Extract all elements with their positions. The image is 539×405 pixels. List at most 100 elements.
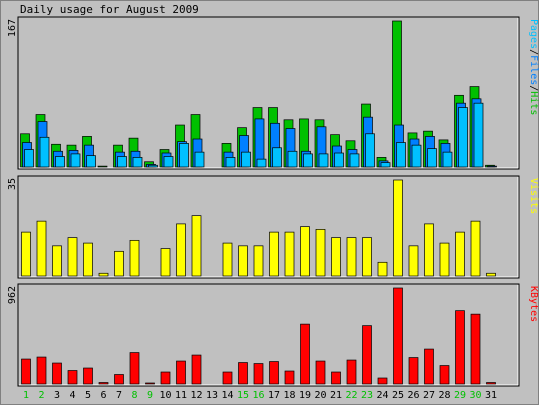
- visits-bar: [408, 245, 419, 277]
- pages-bar: [334, 152, 344, 168]
- day-label: 31: [485, 390, 497, 401]
- hits-bar: [97, 165, 108, 168]
- panel-frame: [17, 175, 520, 279]
- legend: KBytes: [528, 286, 539, 322]
- kbytes-bar: [315, 360, 326, 385]
- visits-bar: [129, 239, 140, 277]
- visits-bar: [470, 220, 481, 277]
- panel-hits_files_pages: [17, 16, 520, 170]
- day-label: 1: [23, 390, 29, 401]
- legend: Pages/Files/Hits: [528, 19, 539, 115]
- pages-bar: [241, 151, 251, 168]
- kbytes-bar: [145, 382, 155, 385]
- pages-bar: [117, 156, 127, 168]
- day-label: 2: [38, 390, 44, 401]
- day-label: 13: [206, 390, 218, 401]
- kbytes-bar: [300, 323, 310, 385]
- pages-bar: [365, 133, 375, 168]
- kbytes-bar: [362, 325, 372, 385]
- day-label: 10: [159, 390, 171, 401]
- kbytes-bar: [36, 356, 47, 385]
- day-label: 15: [237, 390, 249, 401]
- day-label: 16: [252, 390, 264, 401]
- kbytes-bar: [470, 313, 481, 385]
- kbytes-bar: [408, 357, 419, 385]
- kbytes-bar: [21, 358, 31, 385]
- max-value-label: 35: [7, 178, 18, 190]
- pages-bar: [272, 147, 282, 168]
- kbytes-bar: [424, 348, 434, 385]
- pages-bar: [194, 151, 205, 168]
- max-value-label: 167: [7, 19, 18, 37]
- visits-bar: [83, 242, 93, 277]
- day-label: 17: [268, 390, 280, 401]
- pages-bar: [24, 149, 34, 168]
- pages-bar: [411, 144, 422, 168]
- visits-bar: [114, 250, 124, 277]
- day-label: 20: [314, 390, 326, 401]
- day-label: 6: [100, 390, 106, 401]
- legend-files: Files: [528, 55, 539, 85]
- kbytes-bar: [176, 360, 186, 385]
- day-label: 24: [376, 390, 388, 401]
- visits-bar: [284, 231, 295, 277]
- kbytes-bar: [114, 374, 124, 385]
- visits-bar: [486, 272, 496, 277]
- panel-kbytes: [17, 283, 520, 387]
- pages-bar: [287, 150, 298, 168]
- legend-hits: Hits: [528, 91, 539, 115]
- kbytes-bar: [455, 310, 465, 385]
- pages-bar: [473, 102, 484, 168]
- day-label: 12: [190, 390, 202, 401]
- visits-bar: [424, 223, 434, 277]
- visits-bar: [222, 242, 233, 277]
- day-label: 26: [407, 390, 419, 401]
- day-label: 28: [438, 390, 450, 401]
- visits-bar: [377, 261, 388, 277]
- legend-separator: /: [528, 49, 539, 55]
- chart-title: Daily usage for August 2009: [20, 3, 199, 16]
- pages-bar: [442, 151, 453, 168]
- day-label: 9: [147, 390, 153, 401]
- kbytes-bar: [284, 370, 295, 385]
- day-label: 22: [345, 390, 357, 401]
- pages-bar: [396, 142, 406, 168]
- kbytes-bar: [238, 362, 248, 385]
- files-bar: [487, 165, 497, 168]
- pages-bar: [86, 155, 96, 168]
- visits-bar: [331, 237, 341, 277]
- visits-bar: [238, 245, 248, 277]
- kbytes-bar: [439, 365, 450, 385]
- kbytes-bar: [377, 377, 388, 385]
- day-label: 11: [175, 390, 187, 401]
- legend-visits: Visits: [528, 178, 539, 214]
- day-label: 23: [361, 390, 373, 401]
- pages-bar: [179, 143, 189, 168]
- legend-kbytes: KBytes: [528, 286, 539, 322]
- visits-bar: [455, 231, 465, 277]
- kbytes-bar: [129, 352, 140, 385]
- kbytes-bar: [486, 382, 496, 385]
- visits-bar: [176, 223, 186, 277]
- kbytes-bar: [346, 359, 357, 385]
- day-label: 4: [69, 390, 75, 401]
- visits-bar: [269, 231, 279, 277]
- kbytes-bar: [253, 363, 264, 385]
- pages-bar: [55, 156, 65, 168]
- visits-bar: [36, 220, 47, 277]
- legend: Visits: [528, 178, 539, 214]
- kbytes-bar: [160, 371, 171, 385]
- day-label: 5: [85, 390, 91, 401]
- legend-pages: Pages: [528, 19, 539, 49]
- visits-bar: [160, 248, 171, 277]
- visits-bar: [52, 245, 62, 277]
- visits-bar: [21, 231, 31, 277]
- day-label: 29: [454, 390, 466, 401]
- panel-visits: [17, 175, 520, 279]
- kbytes-bar: [98, 382, 109, 385]
- pages-bar: [318, 153, 329, 168]
- max-value-label: 962: [7, 286, 18, 304]
- pages-bar: [163, 156, 174, 168]
- visits-bar: [98, 272, 109, 277]
